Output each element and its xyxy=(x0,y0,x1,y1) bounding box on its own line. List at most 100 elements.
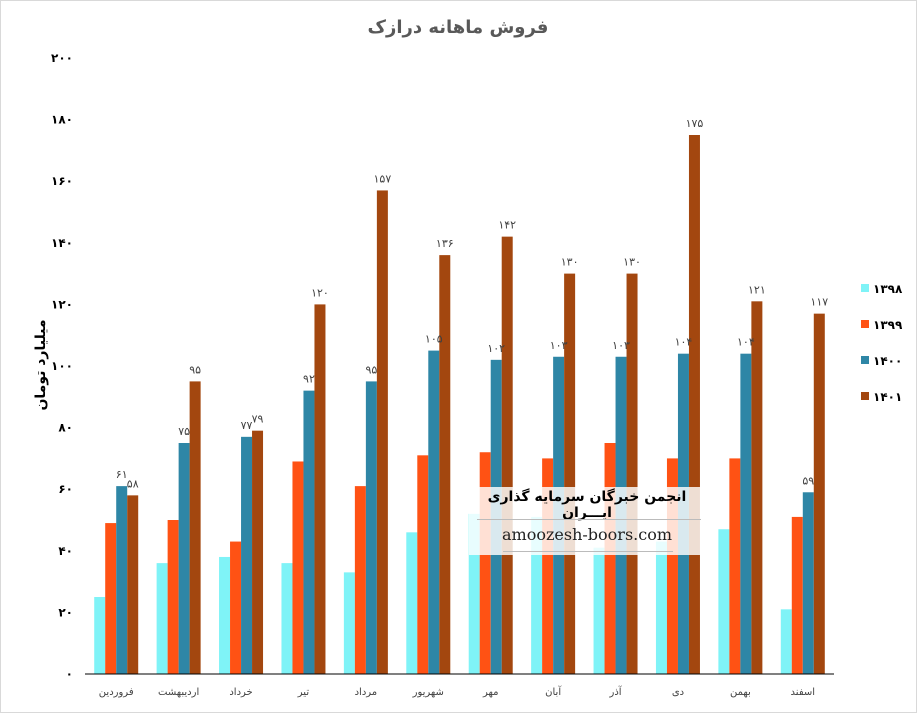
data-label: ۱۳۶ xyxy=(436,237,454,250)
bar xyxy=(655,541,667,674)
bar xyxy=(666,458,678,674)
bar xyxy=(303,390,315,674)
bar xyxy=(281,563,293,674)
x-tick-label: مهر xyxy=(482,687,498,698)
x-tick-label: اسفند xyxy=(791,687,815,698)
bar xyxy=(626,273,638,674)
bar xyxy=(468,513,480,674)
bar xyxy=(178,443,190,674)
data-label: ۱۰۳ xyxy=(550,339,568,352)
x-tick-label: دی xyxy=(672,687,684,698)
data-label: ۶۱ xyxy=(116,468,128,481)
bar xyxy=(718,529,730,674)
bar xyxy=(751,301,763,674)
y-axis-label: میلیارد تومان xyxy=(33,319,49,410)
x-tick-label: تیر xyxy=(297,687,310,698)
y-tick-label: ۱۰۰ xyxy=(51,359,73,373)
bar xyxy=(593,547,605,674)
y-tick-label: ۴۰ xyxy=(58,544,73,558)
y-tick-label: ۱۲۰ xyxy=(51,297,73,311)
data-label: ۱۱۷ xyxy=(810,296,828,309)
y-axis-ticks: ۰ ۲۰ ۴۰ ۶۰ ۸۰ ۱۰۰ ۱۲۰ ۱۴۰ ۱۶۰ ۱۸۰ ۲۰۰ xyxy=(51,51,73,681)
bar xyxy=(802,492,814,674)
watermark-url: amoozesh-boors.com xyxy=(501,525,672,544)
data-label: ۱۰۴ xyxy=(737,336,755,349)
legend-swatch xyxy=(861,320,869,328)
bar xyxy=(439,255,451,674)
bar xyxy=(105,523,117,674)
bar xyxy=(343,572,355,674)
bar xyxy=(127,495,139,674)
bar xyxy=(167,520,179,674)
bar xyxy=(376,190,388,674)
bar xyxy=(156,563,168,674)
bar xyxy=(417,455,429,674)
data-label: ۱۳۰ xyxy=(561,256,579,269)
bar xyxy=(479,452,491,674)
bar xyxy=(428,350,440,674)
x-tick-label: فروردین xyxy=(99,687,134,698)
bar xyxy=(94,597,106,674)
watermark-divider-top xyxy=(477,519,701,520)
bar xyxy=(219,556,231,674)
data-label: ۱۳۰ xyxy=(623,256,641,269)
y-tick-label: ۱۸۰ xyxy=(51,113,73,127)
data-label: ۱۰۳ xyxy=(612,339,630,352)
y-tick-label: ۸۰ xyxy=(58,421,73,435)
y-tick-label: ۰ xyxy=(66,667,73,681)
watermark-title: انجمن خبرگان سرمایه گذاری ایـــران xyxy=(487,489,687,521)
data-label: ۷۷ xyxy=(241,419,253,432)
bar xyxy=(406,532,418,674)
bar xyxy=(729,458,741,674)
bar xyxy=(252,430,264,674)
bar xyxy=(688,135,700,674)
legend: ۱۳۹۸ ۱۳۹۹ ۱۴۰۰ ۱۴۰۱ xyxy=(861,282,903,404)
x-tick-label: آبان xyxy=(545,685,562,698)
data-label: ۱۷۵ xyxy=(686,117,704,130)
bar xyxy=(230,541,242,674)
data-label: ۹۵ xyxy=(365,363,377,376)
x-tick-label: آذر xyxy=(609,685,623,698)
legend-swatch xyxy=(861,392,869,400)
data-label: ۷۵ xyxy=(178,425,190,438)
bar xyxy=(564,273,576,674)
y-tick-label: ۱۶۰ xyxy=(51,174,73,188)
x-tick-label: شهریور xyxy=(412,687,444,698)
data-label: ۵۸ xyxy=(127,477,139,490)
data-label: ۱۲۰ xyxy=(311,286,329,299)
y-tick-label: ۲۰ xyxy=(58,605,73,619)
bar xyxy=(740,353,752,674)
bar xyxy=(542,458,554,674)
y-tick-label: ۶۰ xyxy=(58,482,73,496)
data-label: ۷۹ xyxy=(252,413,264,426)
legend-label: ۱۳۹۸ xyxy=(873,282,903,296)
data-label: ۱۲۱ xyxy=(748,283,766,296)
data-label: ۱۰۵ xyxy=(425,333,443,346)
data-label: ۹۵ xyxy=(189,363,201,376)
watermark-divider-bottom xyxy=(503,551,673,552)
bar xyxy=(604,443,616,674)
bar xyxy=(189,381,201,674)
chart-title: فروش ماهانه درازک xyxy=(368,17,549,38)
legend-label: ۱۴۰۰ xyxy=(873,354,902,368)
x-tick-label: مرداد xyxy=(355,687,378,698)
bar xyxy=(501,236,513,674)
data-label: ۱۰۲ xyxy=(487,342,505,355)
bar xyxy=(780,609,792,674)
x-tick-label: اردیبهشت xyxy=(158,687,199,698)
y-tick-label: ۱۴۰ xyxy=(51,236,73,250)
bar xyxy=(292,461,304,674)
data-label: ۵۹ xyxy=(802,474,814,487)
data-label: ۱۰۴ xyxy=(675,336,693,349)
bar xyxy=(791,516,803,674)
bar xyxy=(354,486,366,674)
bar xyxy=(365,381,377,674)
bar xyxy=(531,516,543,674)
x-tick-label: خرداد xyxy=(229,687,252,698)
bars-group xyxy=(94,135,825,674)
data-label: ۹۲ xyxy=(303,373,315,386)
x-tick-label: بهمن xyxy=(730,687,751,698)
